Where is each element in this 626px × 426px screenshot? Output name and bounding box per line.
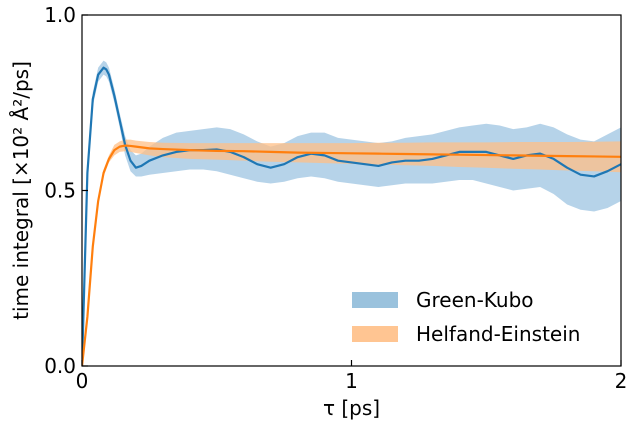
legend-swatch-helfand-einstein [352,326,398,342]
y-tick-label: 1.0 [44,3,76,27]
legend: Green-Kubo Helfand-Einstein [352,288,580,346]
legend-label-helfand-einstein: Helfand-Einstein [416,322,580,346]
x-tick-label: 0 [76,369,89,393]
x-axis-title: τ [ps] [323,396,380,420]
series-lines [82,66,621,366]
confidence-bands [82,60,621,366]
plot-frame [81,14,622,367]
line-green-kubo [82,66,621,366]
y-axis-title: time integral [×10² Å²/ps] [9,61,33,320]
y-tick-label: 0.5 [44,179,76,203]
axis-ticks: 0 1 2 0.0 0.5 1.0 [44,3,626,393]
legend-label-green-kubo: Green-Kubo [416,288,534,312]
legend-swatch-green-kubo [352,292,398,308]
x-tick-label: 1 [345,369,358,393]
band-helfand-einstein [82,139,621,366]
x-tick-label: 2 [615,369,626,393]
band-green-kubo [82,60,621,366]
line-helfand-einstein [82,144,621,366]
y-tick-label: 0.0 [44,354,76,378]
